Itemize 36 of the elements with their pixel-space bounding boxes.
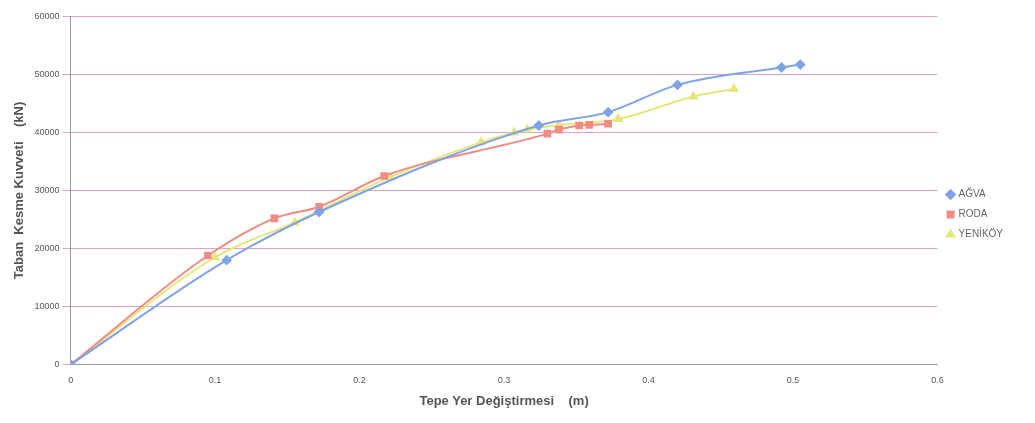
point (210, 252, 220, 261)
legend-label: YENİKÖY (958, 227, 1004, 240)
x-tick-label: 0.5 (786, 375, 800, 386)
y-axis-title: Taban Kesme Kuvveti (kN) (11, 101, 27, 280)
y-tick-label: 30000 (34, 184, 60, 195)
legend-label: RODA (958, 208, 988, 220)
point (672, 79, 683, 90)
point (688, 91, 698, 100)
x-tick-label: 0.6 (931, 375, 944, 386)
x-tick-label: 0.3 (497, 375, 511, 386)
y-tick-label: 50000 (34, 68, 60, 79)
point (603, 107, 614, 118)
point (575, 121, 584, 130)
point (604, 119, 612, 128)
point (314, 206, 325, 217)
x-tick-label: 0 (68, 375, 74, 386)
x-tick-label: 0.2 (353, 375, 366, 386)
y-tick-label: 60000 (34, 10, 60, 21)
point (729, 83, 739, 92)
point (533, 120, 544, 131)
legend-label: AĞVA (958, 187, 986, 200)
point (204, 251, 212, 260)
point (776, 62, 787, 73)
point (555, 125, 563, 134)
y-tick-label: 10000 (34, 301, 60, 312)
y-tick-label: 40000 (34, 126, 60, 137)
point (380, 172, 388, 180)
point (221, 255, 232, 266)
point (585, 121, 594, 129)
y-tick-label: 0 (54, 359, 60, 370)
point (613, 114, 623, 123)
y-tick-label: 20000 (34, 243, 60, 254)
x-tick-label: 0.1 (208, 375, 222, 386)
x-axis-title: Tepe Yer Değiştirmesi (m) (419, 392, 589, 408)
x-tick-label: 0.4 (642, 375, 655, 386)
point (795, 59, 806, 70)
